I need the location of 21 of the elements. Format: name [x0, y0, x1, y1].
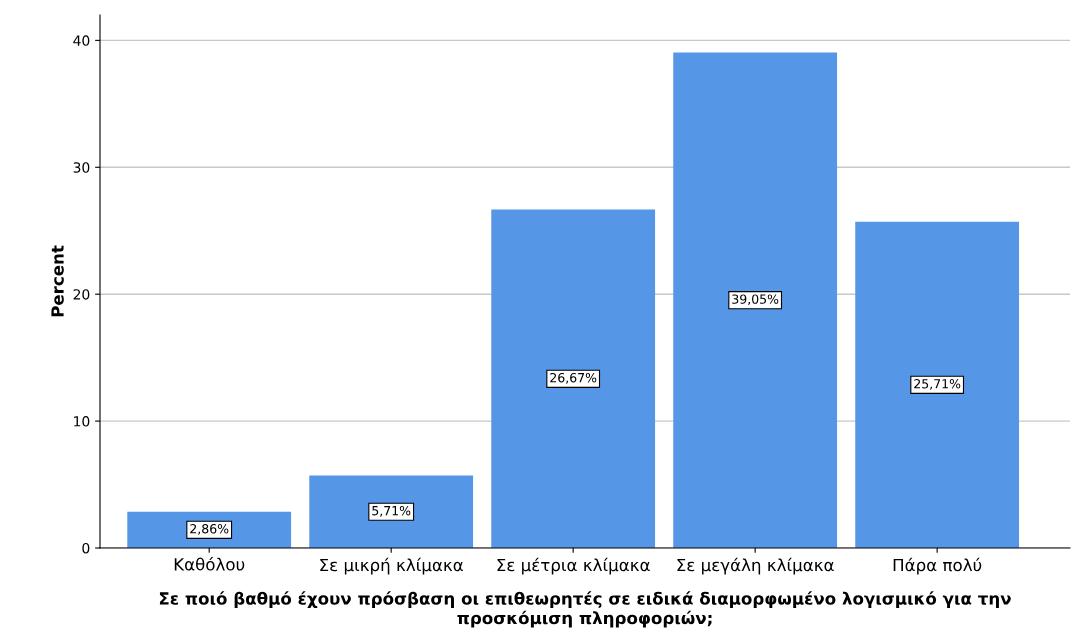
bar [309, 475, 474, 548]
data-label: 5,71% [372, 505, 411, 517]
x-axis-title: Σε ποιό βαθμό έχουν πρόσβαση οι επιθεωρητές σε ειδικά διαμορφωμένο λογισμικό για την προσκόμιση πληροφοριών; [159, 591, 1011, 628]
x-tick-label: Σε μεγάλη κλίμακα [677, 557, 834, 575]
y-tick-label: 40 [73, 35, 90, 46]
x-tick-label: Καθόλου [174, 557, 245, 571]
y-tick-label: 10 [74, 416, 90, 427]
data-label: 2,86% [190, 524, 229, 535]
data-label: 26,67% [550, 372, 597, 384]
bar [673, 52, 838, 548]
x-tick-label: Σε μέτρια κλίμακα [497, 557, 650, 575]
y-tick-label: 20 [73, 289, 90, 300]
bar [855, 221, 1020, 548]
bar [491, 209, 656, 548]
y-tick-label: 30 [73, 162, 90, 173]
y-axis-title: Percent [51, 245, 64, 317]
x-tick-label: Σε μικρή κλίμακα [320, 557, 463, 575]
data-label: 25,71% [914, 379, 961, 390]
y-tick-label: 0 [82, 542, 90, 554]
x-tick-label: Πάρα πολύ [893, 557, 982, 575]
data-label: 39,05% [732, 294, 779, 306]
